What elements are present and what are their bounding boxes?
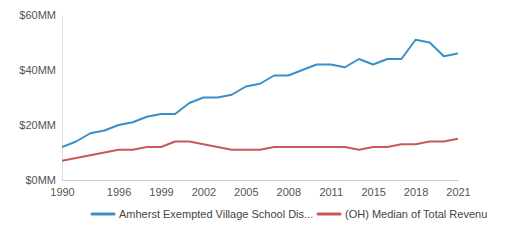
legend-item: Amherst Exempted Village School Dis...	[92, 208, 313, 220]
y-tick-label: $60MM	[19, 9, 56, 21]
x-tick: 2002	[192, 180, 216, 198]
x-tick-label: 2018	[404, 186, 428, 198]
y-tick: $60MM	[19, 9, 62, 21]
y-tick-label: $20MM	[19, 119, 56, 131]
x-tick: 2008	[277, 180, 301, 198]
y-tick: $40MM	[19, 64, 62, 76]
x-tick-label: 2021	[446, 186, 470, 198]
legend-label: Amherst Exempted Village School Dis...	[119, 208, 313, 220]
y-tick-label: $0MM	[25, 174, 56, 186]
x-tick-label: 2011	[319, 186, 343, 198]
y-tick: $0MM	[25, 174, 62, 186]
x-axis-line	[63, 180, 459, 181]
y-axis: $0MM $20MM $40MM $60MM	[19, 9, 62, 186]
x-tick-label: 1996	[107, 186, 131, 198]
y-tick: $20MM	[19, 119, 62, 131]
x-axis: 1990 1996 1999 2002 2005 2008 2011 2015 2018 2021	[50, 180, 470, 198]
x-tick: 1996	[107, 180, 131, 198]
x-tick: 2005	[234, 180, 258, 198]
x-tick: 1999	[149, 180, 173, 198]
x-tick: 2011	[319, 180, 343, 198]
lines	[62, 40, 458, 161]
series-line	[62, 40, 458, 147]
x-tick: 2018	[404, 180, 428, 198]
x-tick-label: 2005	[234, 186, 258, 198]
legend: Amherst Exempted Village School Dis... (O…	[92, 208, 487, 220]
x-tick: 2015	[361, 180, 385, 198]
legend-swatch	[318, 213, 340, 216]
y-tick-label: $40MM	[19, 64, 56, 76]
chart: $0MM $20MM $40MM $60MM 1990 1996 1999 2002 2005 2…	[0, 0, 524, 230]
y-axis-line	[62, 16, 63, 181]
x-tick: 2021	[446, 180, 470, 198]
x-tick-label: 2002	[192, 186, 216, 198]
x-tick: 1990	[50, 180, 74, 198]
series-line	[62, 139, 458, 161]
legend-item: (OH) Median of Total Revenu	[318, 208, 487, 220]
x-tick-label: 1990	[50, 186, 74, 198]
x-tick-label: 2008	[277, 186, 301, 198]
legend-swatch	[92, 213, 114, 216]
x-tick-label: 1999	[149, 186, 173, 198]
x-tick-label: 2015	[361, 186, 385, 198]
legend-label: (OH) Median of Total Revenu	[345, 208, 487, 220]
